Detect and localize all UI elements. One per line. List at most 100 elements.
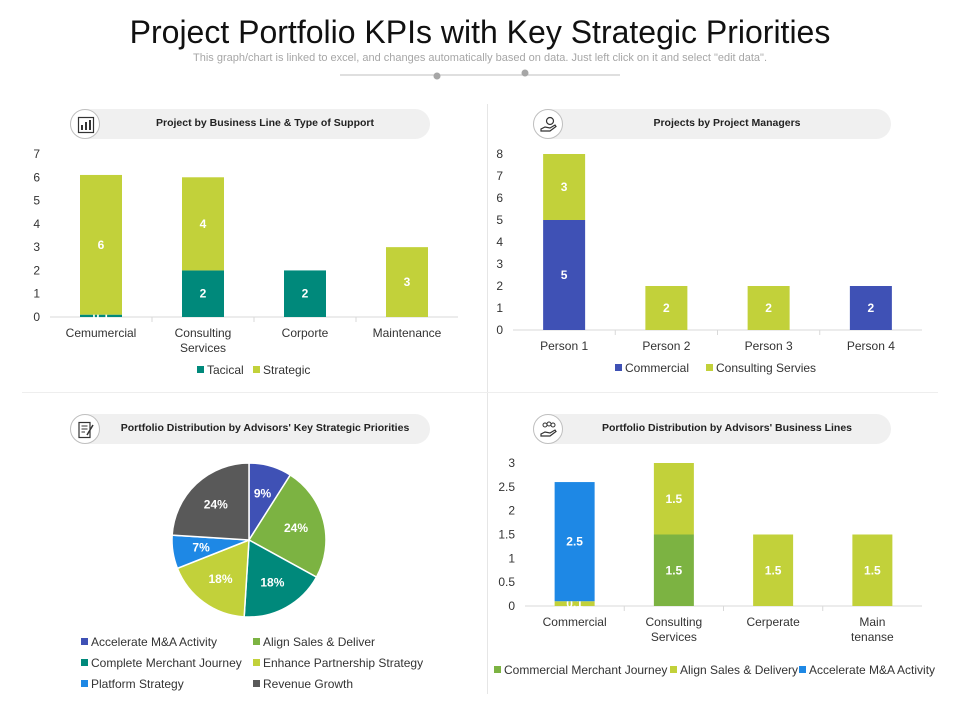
legend-label: Commercial xyxy=(625,361,689,375)
legend-swatch xyxy=(81,638,88,645)
legend-label: Accelerate M&A Activity xyxy=(91,635,217,649)
y-tick-label: 2 xyxy=(33,263,40,277)
panel-header-strategic-priorities: Portfolio Distribution by Advisors' Key … xyxy=(70,414,430,444)
legend-swatch xyxy=(799,666,806,673)
data-label: 1.5 xyxy=(765,563,782,577)
data-label: 2 xyxy=(663,301,670,315)
legend-swatch xyxy=(253,680,260,687)
panel-divider-vertical xyxy=(487,104,488,694)
pie-data-label: 18% xyxy=(208,572,232,586)
panel-header-project-managers: Projects by Project Managers xyxy=(533,109,891,139)
data-label: 2.5 xyxy=(566,535,583,549)
legend-label: Align Sales & Delivery xyxy=(680,663,798,677)
x-tick-label-line: Services xyxy=(180,341,226,355)
y-tick-label: 0 xyxy=(508,599,515,613)
legend-swatch xyxy=(706,364,713,371)
x-tick-label: Consulting Services xyxy=(646,615,703,644)
bar-segment xyxy=(80,314,122,317)
bar-segment xyxy=(554,601,595,606)
bar-segment xyxy=(182,270,224,317)
panel-header-business-lines: Portfolio Distribution by Advisors' Busi… xyxy=(533,414,891,444)
data-label: 1.5 xyxy=(864,563,881,577)
data-label: 1.5 xyxy=(666,563,683,577)
legend-swatch xyxy=(81,659,88,666)
bar-segment xyxy=(747,286,790,330)
data-label: 4 xyxy=(200,217,207,231)
page-subtitle: This graph/chart is linked to excel, and… xyxy=(192,52,768,64)
bar-segment xyxy=(645,286,688,330)
chart-report-icon xyxy=(70,109,100,139)
title-decoration xyxy=(340,69,620,80)
panel-heading: Project by Business Line & Type of Suppo… xyxy=(155,117,374,129)
y-tick-label: 2.5 xyxy=(498,480,515,494)
bar-segment xyxy=(849,286,892,330)
y-tick-label: 5 xyxy=(496,213,503,227)
x-tick-label: Commercial xyxy=(543,615,607,629)
bar-segment xyxy=(852,534,893,606)
bar-segment xyxy=(543,220,586,330)
x-tick-label: Cemumercial xyxy=(66,326,137,340)
bar-segment xyxy=(543,154,586,220)
y-tick-label: 0 xyxy=(33,310,40,324)
legend-swatch xyxy=(197,366,204,373)
panel-heading: Portfolio Distribution by Advisors' Busi… xyxy=(601,422,853,434)
y-tick-label: 6 xyxy=(33,170,40,184)
hand-money-icon xyxy=(533,109,563,139)
y-tick-label: 4 xyxy=(496,235,503,249)
y-tick-label: 1 xyxy=(496,301,503,315)
legend-label: Platform Strategy xyxy=(91,677,184,691)
x-tick-label: Person 2 xyxy=(642,339,690,353)
data-label: 3 xyxy=(561,180,568,194)
x-tick-label: Corporte xyxy=(282,326,329,340)
x-tick-label: Cerperate xyxy=(746,615,800,629)
pie-slice xyxy=(247,473,327,579)
y-tick-label: 1 xyxy=(508,551,515,565)
pie-data-label: 18% xyxy=(260,576,284,590)
legend-label: Tacical xyxy=(207,363,244,377)
y-tick-label: 3 xyxy=(33,240,40,254)
panel-heading: Projects by Project Managers xyxy=(653,117,801,129)
hand-people-icon xyxy=(533,414,563,444)
legend-label: Strategic xyxy=(263,363,310,377)
y-tick-label: 7 xyxy=(33,147,40,161)
legend-swatch xyxy=(494,666,501,673)
bar-segment xyxy=(386,247,428,317)
legend-swatch xyxy=(253,659,260,666)
y-tick-label: 4 xyxy=(33,217,40,231)
pie-data-label: 7% xyxy=(192,541,210,555)
y-tick-label: 3 xyxy=(508,456,515,470)
panel-header-business-line: Project by Business Line & Type of Suppo… xyxy=(70,109,430,139)
bar-segment xyxy=(80,174,122,315)
bar-segment xyxy=(753,534,794,606)
y-tick-label: 6 xyxy=(496,191,503,205)
y-tick-label: 2 xyxy=(508,504,515,518)
pie-slice xyxy=(243,538,318,618)
data-label: 2 xyxy=(302,287,309,301)
y-tick-label: 1 xyxy=(33,287,40,301)
y-tick-label: 5 xyxy=(33,194,40,208)
y-tick-label: 0.5 xyxy=(498,575,515,589)
x-tick-label: Maintenance xyxy=(373,326,442,340)
bar-segment xyxy=(653,534,694,606)
legend-swatch xyxy=(253,638,260,645)
pie-data-label: 24% xyxy=(204,498,228,512)
legend-label: Consulting Servies xyxy=(716,361,816,375)
pie-slice xyxy=(171,462,250,541)
panel-heading: Portfolio Distribution by Advisors' Key … xyxy=(120,422,410,434)
data-label: 3 xyxy=(404,275,411,289)
data-label: 2 xyxy=(200,287,207,301)
y-tick-label: 3 xyxy=(496,257,503,271)
pie-slice xyxy=(176,538,250,618)
bar-segment xyxy=(554,482,595,602)
x-tick-label-line: Consulting xyxy=(646,615,703,629)
panel-divider-horizontal xyxy=(22,392,938,393)
bar-segment xyxy=(653,463,694,535)
x-tick-label-line: Consulting xyxy=(175,326,232,340)
legend-label: Complete Merchant Journey xyxy=(91,656,242,670)
x-tick-label: Person 3 xyxy=(745,339,793,353)
y-tick-label: 1.5 xyxy=(498,528,515,542)
y-tick-label: 0 xyxy=(496,323,503,337)
x-tick-label-line: Main xyxy=(859,615,885,629)
pie-data-label: 24% xyxy=(284,521,308,535)
legend-swatch xyxy=(81,680,88,687)
